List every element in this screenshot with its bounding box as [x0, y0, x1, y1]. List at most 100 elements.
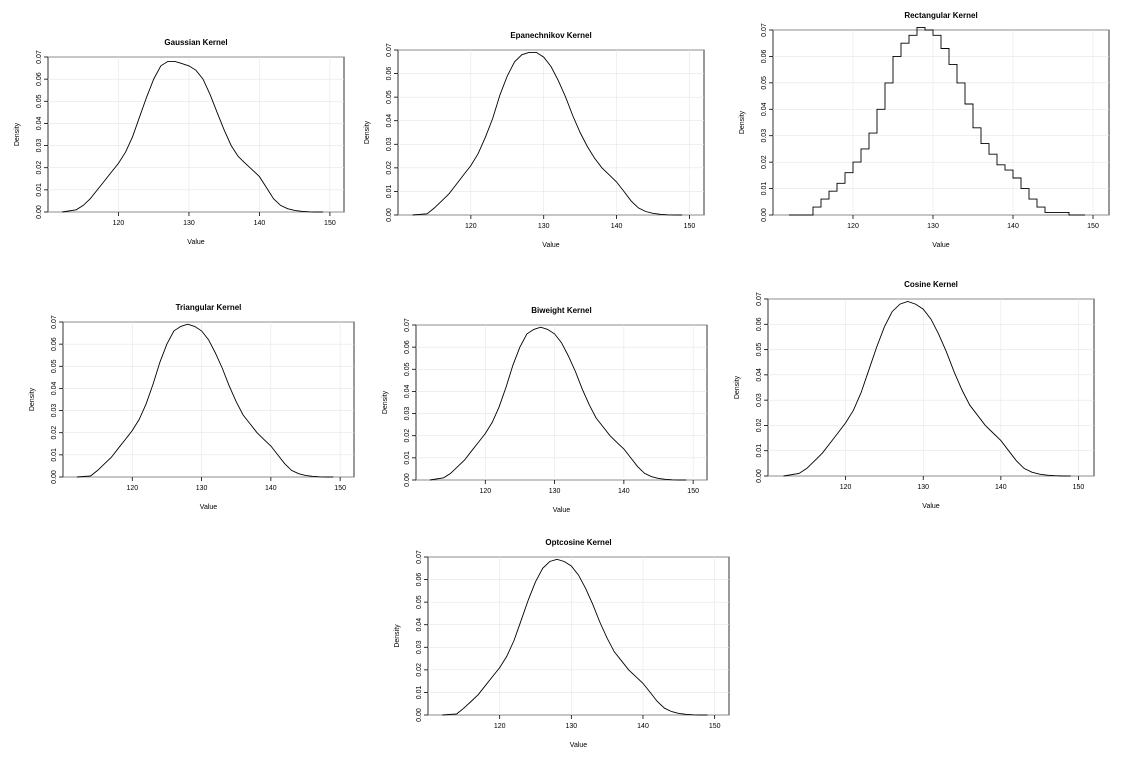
x-axis-label: Value: [542, 242, 559, 249]
y-tick-label: 0.01: [416, 686, 423, 700]
x-tick-label: 130: [927, 223, 939, 230]
y-tick-label: 0.05: [51, 359, 58, 373]
y-tick-label: 0.02: [386, 161, 393, 175]
y-tick-label: 0.04: [756, 368, 763, 382]
epanechnikov-kernel-svg: Epanechnikov Kernel 120 130 140 150 0.00 0.01 0…: [364, 31, 705, 249]
chart-title: Triangular Kernel: [176, 303, 242, 312]
y-tick-label: 0.07: [416, 550, 423, 564]
x-tick-label: 150: [334, 485, 346, 492]
density-curve: [76, 323, 334, 478]
y-tick-label: 0.01: [761, 182, 768, 196]
y-tick-label: 0.06: [36, 72, 43, 86]
chart-panel-epanechnikov: Epanechnikov Kernel 120 130 140 150 0.00 0.01 0…: [360, 28, 710, 253]
density-curve: [62, 60, 323, 213]
x-axis-label: Value: [570, 742, 587, 749]
x-tick-label: 150: [687, 488, 699, 495]
y-tick-label: 0.02: [416, 663, 423, 677]
x-tick-label: 140: [1007, 223, 1019, 230]
y-axis-label: Density: [364, 120, 371, 144]
y-tick-label: 0.04: [51, 382, 58, 396]
y-axis-label: Density: [382, 390, 389, 414]
x-axis-label: Value: [932, 242, 949, 249]
chart-title: Gaussian Kernel: [164, 38, 227, 47]
y-tick-label: 0.04: [36, 117, 43, 131]
plot-frame: [427, 556, 730, 716]
gaussian-kernel-svg: Gaussian Kernel 120 130 140 150 0.00 0.01 0.02 0…: [14, 38, 345, 246]
y-tick-label: 0.05: [36, 94, 43, 108]
x-tick-label: 120: [847, 223, 859, 230]
y-tick-label: 0.00: [386, 208, 393, 222]
triangular-kernel-svg: Triangular Kernel 120 130 140 150 0.00 0.01 0.0…: [29, 303, 355, 511]
y-axis-label: Density: [14, 122, 21, 146]
x-tick-label: 130: [565, 723, 577, 730]
y-tick-label: 0.03: [404, 407, 411, 421]
y-tick-label: 0.01: [51, 448, 58, 462]
y-tick-label: 0.03: [386, 137, 393, 151]
y-tick-label: 0.00: [761, 208, 768, 222]
y-tick-label: 0.06: [761, 50, 768, 64]
chart-title: Rectangular Kernel: [904, 11, 977, 20]
y-tick-label: 0.06: [404, 340, 411, 354]
cosine-kernel-svg: Cosine Kernel 120 130 140 150 0.00 0.01 0.02 0.0…: [734, 280, 1095, 510]
y-tick-label: 0.07: [756, 292, 763, 306]
density-curve: [789, 26, 1085, 216]
y-tick-label: 0.03: [416, 640, 423, 654]
plot-frame: [62, 321, 355, 478]
y-tick-label: 0.02: [756, 419, 763, 433]
y-tick-label: 0.02: [761, 155, 768, 169]
y-tick-label: 0.03: [51, 404, 58, 418]
x-axis-label: Value: [187, 239, 204, 246]
y-tick-label: 0.04: [416, 618, 423, 632]
y-tick-label: 0.03: [761, 129, 768, 143]
y-axis-label: Density: [394, 624, 401, 648]
y-tick-label: 0.01: [756, 444, 763, 458]
x-tick-label: 130: [183, 220, 195, 227]
y-tick-label: 0.05: [386, 90, 393, 104]
density-curve: [442, 558, 708, 716]
y-tick-label: 0.07: [386, 43, 393, 57]
x-tick-label: 120: [494, 723, 506, 730]
y-tick-label: 0.00: [756, 469, 763, 483]
x-axis-label: Value: [553, 507, 570, 514]
y-tick-label: 0.06: [51, 337, 58, 351]
plot-frame: [47, 56, 345, 213]
y-axis-label: Density: [734, 375, 741, 399]
density-curve: [412, 51, 683, 216]
y-tick-label: 0.07: [404, 318, 411, 332]
plot-frame: [415, 324, 708, 481]
x-tick-label: 120: [479, 488, 491, 495]
y-tick-label: 0.05: [404, 362, 411, 376]
x-tick-label: 130: [196, 485, 208, 492]
x-tick-label: 130: [917, 484, 929, 491]
y-tick-label: 0.02: [36, 161, 43, 175]
y-tick-label: 0.04: [761, 102, 768, 116]
y-tick-label: 0.02: [404, 429, 411, 443]
x-tick-label: 120: [465, 223, 477, 230]
y-tick-label: 0.00: [51, 470, 58, 484]
x-axis-label: Value: [922, 503, 939, 510]
x-tick-label: 120: [840, 484, 852, 491]
chart-panel-optcosine: Optcosine Kernel 120 130 140 150 0.00 0.01 0.02…: [390, 535, 735, 753]
x-tick-label: 140: [254, 220, 266, 227]
y-tick-label: 0.04: [404, 385, 411, 399]
chart-panel-biweight: Biweight Kernel 120 130 140 150 0.00 0.01 0.02 0…: [378, 303, 713, 518]
x-tick-label: 130: [538, 223, 550, 230]
plot-frame: [397, 49, 705, 216]
optcosine-kernel-svg: Optcosine Kernel 120 130 140 150 0.00 0.01 0.02…: [394, 538, 730, 749]
y-tick-label: 0.06: [386, 67, 393, 81]
y-tick-label: 0.01: [36, 183, 43, 197]
y-tick-label: 0.03: [756, 393, 763, 407]
chart-panel-triangular: Triangular Kernel 120 130 140 150 0.00 0.01 0.0…: [25, 300, 360, 515]
x-tick-label: 140: [995, 484, 1007, 491]
biweight-kernel-svg: Biweight Kernel 120 130 140 150 0.00 0.01 0.02 0…: [382, 306, 708, 514]
x-tick-label: 150: [1087, 223, 1099, 230]
chart-panel-gaussian: Gaussian Kernel 120 130 140 150 0.00 0.01 0.02 0…: [10, 35, 350, 250]
chart-title: Optcosine Kernel: [545, 538, 611, 547]
y-axis-label: Density: [29, 387, 36, 411]
x-tick-label: 130: [549, 488, 561, 495]
x-tick-label: 120: [126, 485, 138, 492]
y-tick-label: 0.03: [36, 139, 43, 153]
plot-frame: [767, 298, 1095, 477]
y-tick-label: 0.05: [416, 595, 423, 609]
y-tick-label: 0.00: [36, 205, 43, 219]
